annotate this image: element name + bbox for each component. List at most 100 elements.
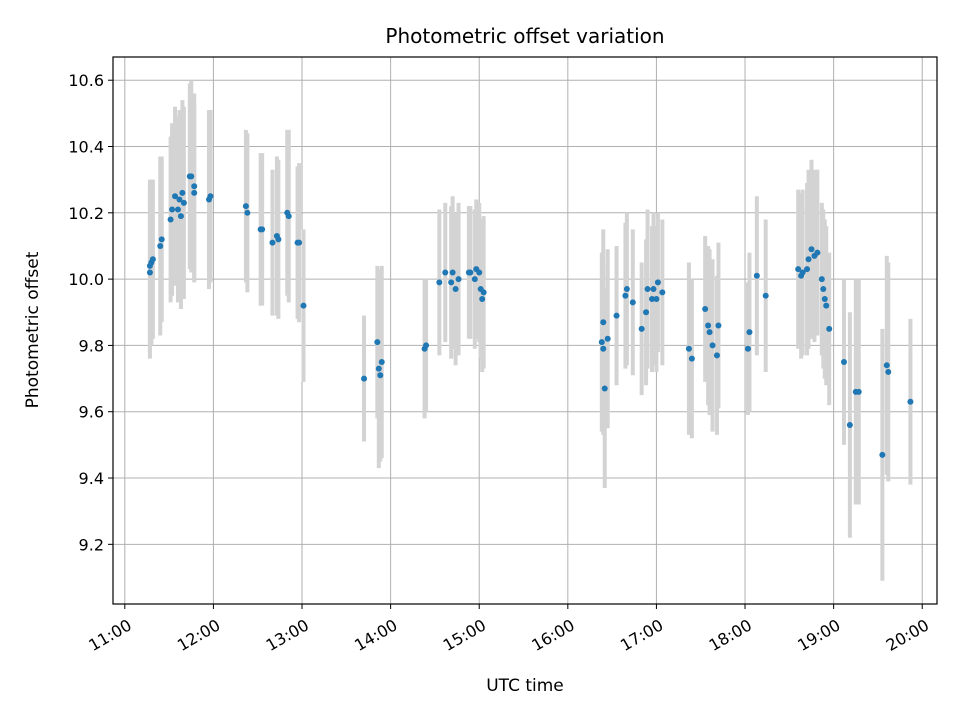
data-point [455,276,462,283]
data-point [146,269,153,276]
data-point [855,388,862,395]
data-point [169,206,176,213]
data-point [629,299,636,306]
data-point [449,269,456,276]
data-point [746,329,753,336]
data-point [685,345,692,352]
data-point [795,266,802,273]
data-point [799,269,806,276]
data-point [174,206,181,213]
y-axis-label: Photometric offset [23,251,43,408]
data-point [744,345,751,352]
data-point [374,339,381,346]
plot-frame [112,56,938,605]
data-point [654,279,661,286]
data-point [804,266,811,273]
x-tick-label: 11:00 [85,615,134,655]
x-axis-label: UTC time [486,676,564,696]
x-tick-label: 14:00 [351,615,400,655]
data-point [172,193,179,200]
y-tick-label: 9.4 [79,469,104,488]
data-point [613,312,620,319]
data-point [177,213,184,220]
data-point [423,342,430,349]
data-point [300,302,307,309]
data-point [638,325,645,332]
data-point [600,319,607,326]
data-point [600,345,607,352]
x-tick-label: 15:00 [440,615,489,655]
data-point [377,372,384,379]
data-point [244,209,251,216]
data-point [622,292,629,299]
data-point [821,296,828,303]
data-point [653,296,660,303]
data-point [480,289,487,296]
data-point [176,196,183,203]
data-point [814,249,821,256]
y-tick-label: 10.6 [68,71,104,90]
data-point [846,421,853,428]
x-tick-label: 20:00 [883,615,932,655]
data-point [467,269,474,276]
y-tick-label: 9.8 [79,336,104,355]
data-point [167,216,174,223]
data-point [879,451,886,458]
data-point [442,269,449,276]
data-point [762,292,769,299]
data-point [452,286,459,293]
data-point [601,385,608,392]
y-tick-label: 9.2 [79,535,104,554]
chart-title: Photometric offset variation [385,24,664,48]
data-point [623,286,630,293]
data-point [158,236,165,243]
y-tick-label: 10.2 [68,204,104,223]
data-point [179,189,186,196]
data-point [448,279,455,286]
x-tick-label: 17:00 [617,615,666,655]
data-point [296,239,303,246]
data-point [648,296,655,303]
data-point [275,236,282,243]
data-point [883,362,890,369]
x-tick-label: 13:00 [263,615,312,655]
data-point [375,365,382,372]
data-point [808,246,815,253]
data-point [476,269,483,276]
data-point [157,242,164,249]
data-point [706,329,713,336]
data-point [479,296,486,303]
data-point [840,358,847,365]
data-point [471,276,478,283]
data-point [242,203,249,210]
data-point [820,286,827,293]
point-layer [146,173,914,458]
data-point [191,183,198,190]
data-point [180,199,187,206]
y-tick-label: 10.4 [68,138,104,157]
x-tick-label: 16:00 [528,615,577,655]
data-point [885,368,892,375]
y-tick-label: 10.0 [68,270,104,289]
y-tick-label: 9.6 [79,403,104,422]
data-point [805,256,812,263]
x-tick-label: 18:00 [706,615,755,655]
x-tick-label: 12:00 [174,615,223,655]
data-point [823,302,830,309]
data-point [650,286,657,293]
data-point [818,276,825,283]
data-point [188,173,195,180]
x-tick-label: 19:00 [794,615,843,655]
data-point [285,213,292,220]
data-point [149,256,156,263]
data-point [598,339,605,346]
data-point [705,322,712,329]
data-point [604,335,611,342]
data-point [659,289,666,296]
data-point [361,375,368,382]
data-point [207,193,214,200]
data-point [702,305,709,312]
data-point [436,279,443,286]
data-point [907,398,914,405]
data-point [191,189,198,196]
